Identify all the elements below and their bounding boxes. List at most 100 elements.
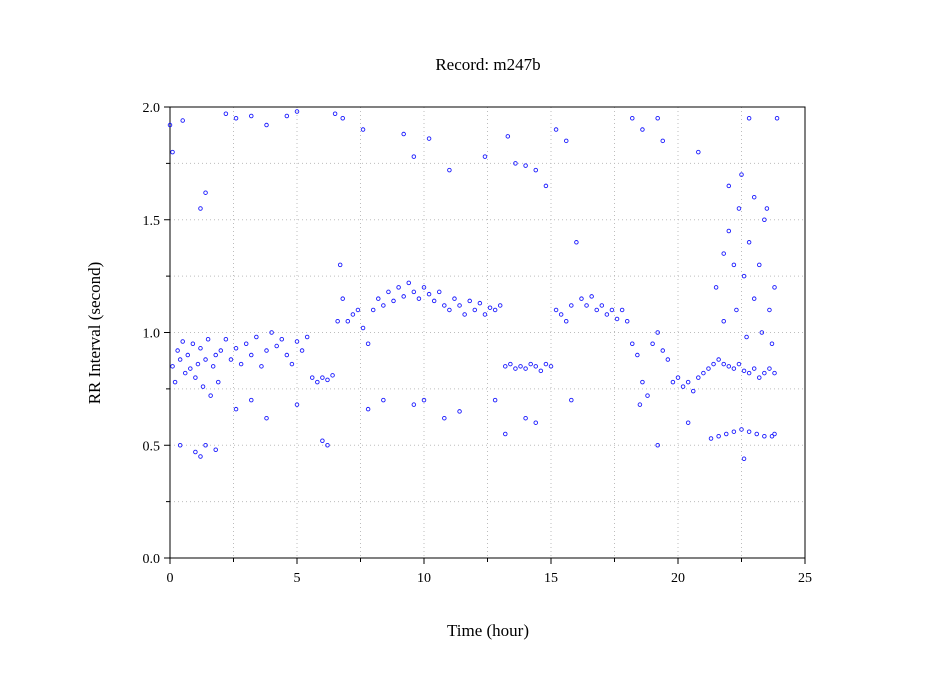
data-point [772,370,777,376]
data-point [492,397,498,403]
data-point [584,303,589,308]
data-point [741,368,747,374]
data-point [233,346,239,351]
data-point [340,116,345,121]
data-point [508,361,513,367]
data-point [604,312,610,317]
data-point [180,339,185,344]
data-point [630,341,635,347]
data-point [759,330,765,335]
data-point [170,364,175,369]
data-point [558,312,564,317]
data-point [203,357,208,362]
data-point [563,138,569,144]
data-point [249,397,254,403]
data-point [637,402,643,407]
data-point [411,289,417,295]
y-tick-label: 1.5 [143,214,161,229]
data-point [243,341,249,347]
data-point [665,357,671,362]
data-point [746,240,752,245]
data-point [630,116,635,121]
data-point [548,364,554,369]
data-point [205,337,211,342]
data-point [213,447,218,453]
data-point [228,357,234,362]
data-point [739,172,744,177]
data-point [731,366,737,371]
data-point [457,303,462,308]
data-point [726,364,732,369]
data-point [721,361,726,367]
data-point [655,330,660,335]
data-point [528,361,533,367]
data-point [614,316,620,322]
data-point [660,348,666,353]
data-point [533,420,539,425]
data-point [238,361,244,367]
data-point [716,433,721,439]
data-point [701,370,706,376]
axis-ticks: 0 5 10 15 20 25 0.0 0.5 1.0 1.5 2.0 [143,101,813,586]
data-point [764,206,770,211]
data-point [360,127,366,132]
data-point [381,397,386,403]
data-point [210,364,216,369]
data-point [503,364,508,369]
data-point [416,296,422,301]
data-point [365,406,371,412]
data-point [739,427,744,432]
data-point [640,127,645,132]
data-point [431,298,437,304]
data-point [734,307,739,313]
data-point [762,370,767,376]
data-point [721,318,726,324]
x-tick-label: 20 [671,571,685,586]
data-point [411,154,417,159]
x-tick-label: 10 [417,571,431,586]
data-point [767,307,772,313]
data-point [426,136,432,141]
data-point [198,206,203,211]
data-point [274,343,279,349]
data-point [381,303,386,308]
data-point [421,285,427,290]
data-point [726,183,732,189]
data-point [594,307,599,313]
y-tick-label: 0.0 [143,552,161,567]
data-point [492,307,498,313]
data-point [751,296,757,301]
data-point [599,303,605,308]
data-point [609,307,615,313]
data-point [330,373,335,378]
data-point [198,454,203,459]
data-point [370,307,376,313]
data-point [563,318,569,324]
data-point [751,366,757,371]
data-point [741,273,747,279]
data-point [447,167,452,173]
data-point [203,443,208,448]
y-tick-label: 2.0 [143,101,161,116]
data-point [386,289,391,295]
data-point [589,294,594,299]
data-point [762,217,767,222]
data-point [553,127,559,132]
data-point [726,228,732,234]
data-point [320,438,325,443]
chart-title: Record: m247b [435,55,540,74]
data-point [497,303,503,308]
x-axis-label: Time (hour) [447,621,529,640]
data-point [167,122,173,128]
data-point [675,375,681,380]
data-point [264,122,269,128]
data-point [340,296,345,301]
data-point [538,368,544,374]
x-tick-label: 5 [294,571,301,586]
data-point [355,307,361,313]
data-point [635,352,640,358]
data-point [337,262,343,268]
data-point [660,138,666,144]
data-point [655,116,660,121]
data-point [751,194,757,200]
